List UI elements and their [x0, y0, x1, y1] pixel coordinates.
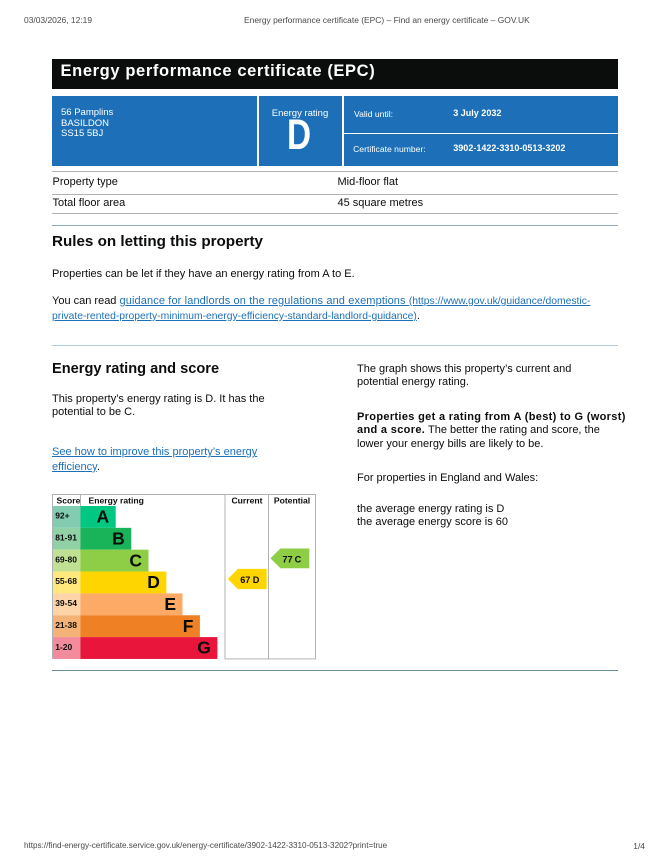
- svg-text:F: F: [183, 616, 194, 636]
- svg-text:21-38: 21-38: [55, 620, 77, 630]
- svg-text:D: D: [253, 575, 260, 585]
- svg-text:Score: Score: [57, 496, 81, 506]
- svg-text:Current: Current: [231, 496, 262, 506]
- svg-text:1-20: 1-20: [55, 642, 72, 652]
- svg-text:D: D: [147, 572, 160, 592]
- svg-text:E: E: [164, 594, 176, 614]
- svg-text:77: 77: [282, 555, 292, 565]
- svg-text:C: C: [295, 555, 302, 565]
- svg-text:C: C: [129, 551, 142, 571]
- svg-text:G: G: [197, 638, 211, 658]
- svg-text:A: A: [97, 507, 110, 527]
- svg-text:69-80: 69-80: [55, 555, 77, 565]
- svg-text:Energy rating: Energy rating: [89, 496, 144, 506]
- svg-text:92+: 92+: [55, 511, 69, 521]
- svg-text:39-54: 39-54: [55, 598, 77, 608]
- svg-text:81-91: 81-91: [55, 533, 77, 543]
- svg-text:55-68: 55-68: [55, 576, 77, 586]
- svg-text:B: B: [112, 529, 125, 549]
- svg-text:Potential: Potential: [274, 496, 310, 506]
- svg-text:67: 67: [240, 575, 250, 585]
